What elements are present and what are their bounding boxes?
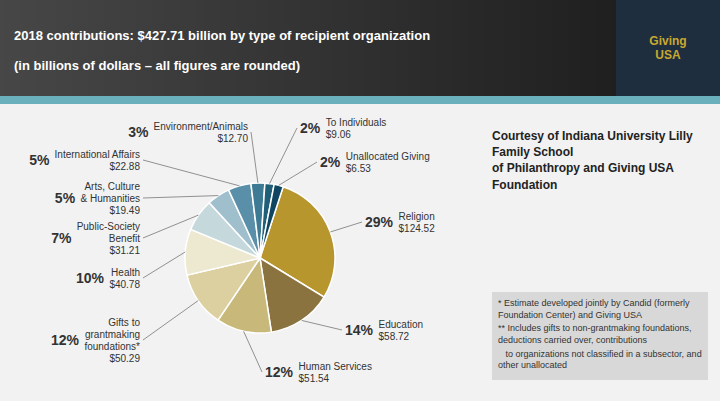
leader-line bbox=[251, 132, 258, 183]
slice-name: Religion bbox=[399, 211, 435, 222]
slice-amount: $50.29 bbox=[109, 353, 140, 364]
slice-name: Education bbox=[379, 319, 423, 330]
leader-line bbox=[143, 252, 185, 278]
slice-name-line: Gifts to bbox=[108, 317, 140, 328]
data-label: 3% bbox=[128, 124, 149, 140]
data-label: 29% bbox=[365, 214, 394, 230]
leader-line bbox=[279, 162, 317, 185]
slice-amount: $22.88 bbox=[109, 161, 140, 172]
leader-line bbox=[302, 320, 342, 330]
slice-name-line: & Humanities bbox=[81, 193, 140, 204]
leader-line bbox=[270, 128, 297, 184]
slice-name-line: Human Services bbox=[299, 361, 372, 372]
book-box bbox=[616, 0, 720, 96]
slice-name-line: grantmaking bbox=[85, 329, 140, 340]
slice-amount: $19.49 bbox=[109, 205, 140, 216]
footnote: * Estimate developed jointly by Candid (… bbox=[498, 298, 702, 321]
book-label: GivingUSA bbox=[649, 34, 686, 62]
leader-line bbox=[330, 222, 362, 232]
background bbox=[0, 0, 720, 401]
slice-name: Health bbox=[111, 267, 140, 278]
separator bbox=[0, 96, 720, 104]
footnote: to organizations not classified in a sub… bbox=[498, 349, 702, 372]
slice-name: To Individuals bbox=[326, 117, 387, 128]
data-label: 2% bbox=[300, 120, 321, 136]
slice-name: Unallocated Giving bbox=[346, 151, 430, 162]
leader-line bbox=[143, 301, 198, 340]
pie bbox=[185, 183, 335, 333]
leader-line bbox=[143, 215, 199, 238]
slice-name-line: Arts, Culture bbox=[84, 181, 140, 192]
header-bar bbox=[0, 0, 616, 96]
slice-name-line: Health bbox=[111, 267, 140, 278]
slice-name-line: To Individuals bbox=[326, 117, 387, 128]
data-label: 5% bbox=[55, 190, 76, 206]
credit: Courtesy of Indiana University Lilly Fam… bbox=[492, 128, 708, 193]
data-label: 14% bbox=[345, 322, 374, 338]
slice-name: Public-SocietyBenefit bbox=[77, 221, 141, 244]
footnotes: * Estimate developed jointly by Candid (… bbox=[492, 292, 708, 380]
data-label: 5% bbox=[29, 152, 50, 168]
slice-name-line: International Affairs bbox=[55, 149, 140, 160]
leader-line bbox=[244, 331, 262, 372]
slice-name-line: Benefit bbox=[109, 233, 140, 244]
slice-amount: $58.72 bbox=[379, 331, 410, 342]
data-label: 12% bbox=[265, 364, 294, 380]
slice-name: Arts, Culture& Humanities bbox=[81, 181, 141, 204]
slice-amount: $51.54 bbox=[299, 373, 330, 384]
book-label-line: Giving bbox=[649, 34, 686, 48]
title: 2018 contributions: $427.71 billion by t… bbox=[14, 28, 430, 43]
data-label: 10% bbox=[76, 270, 105, 286]
slice-amount: $9.06 bbox=[326, 129, 351, 140]
book-label-line: USA bbox=[655, 48, 681, 62]
slice-name-line: Public-Society bbox=[77, 221, 140, 232]
subtitle: (in billions of dollars – all figures ar… bbox=[14, 58, 300, 73]
slice-name-line: foundations* bbox=[84, 341, 140, 352]
slice-name-line: Unallocated Giving bbox=[346, 151, 430, 162]
slice-name: Human Services bbox=[299, 361, 372, 372]
slice-name: Environment/Animals bbox=[154, 121, 248, 132]
labels: Religion$124.52 29% Education$58.72 14% Huma… bbox=[29, 117, 435, 384]
slice-amount: $6.53 bbox=[346, 163, 371, 174]
slice-amount: $12.70 bbox=[217, 133, 248, 144]
slice-amount: $31.21 bbox=[109, 245, 140, 256]
footnote: ** Includes gifts to non-grantmaking fou… bbox=[498, 323, 702, 346]
leader-line bbox=[143, 196, 218, 198]
data-label: 12% bbox=[51, 332, 80, 348]
data-label: 2% bbox=[320, 154, 341, 170]
slice-amount: $40.78 bbox=[109, 279, 140, 290]
slice-name-line: Religion bbox=[399, 211, 435, 222]
slice-amount: $124.52 bbox=[399, 223, 436, 234]
page: 2018 contributions: $427.71 billion by t… bbox=[0, 0, 720, 401]
slice-name-line: Environment/Animals bbox=[154, 121, 248, 132]
leader-line bbox=[143, 160, 240, 186]
slice-name: Gifts tograntmakingfoundations* bbox=[84, 317, 140, 352]
slice-name: International Affairs bbox=[55, 149, 140, 160]
data-label: 7% bbox=[51, 230, 72, 246]
pie-slice bbox=[260, 184, 283, 258]
slice-name-line: Education bbox=[379, 319, 423, 330]
